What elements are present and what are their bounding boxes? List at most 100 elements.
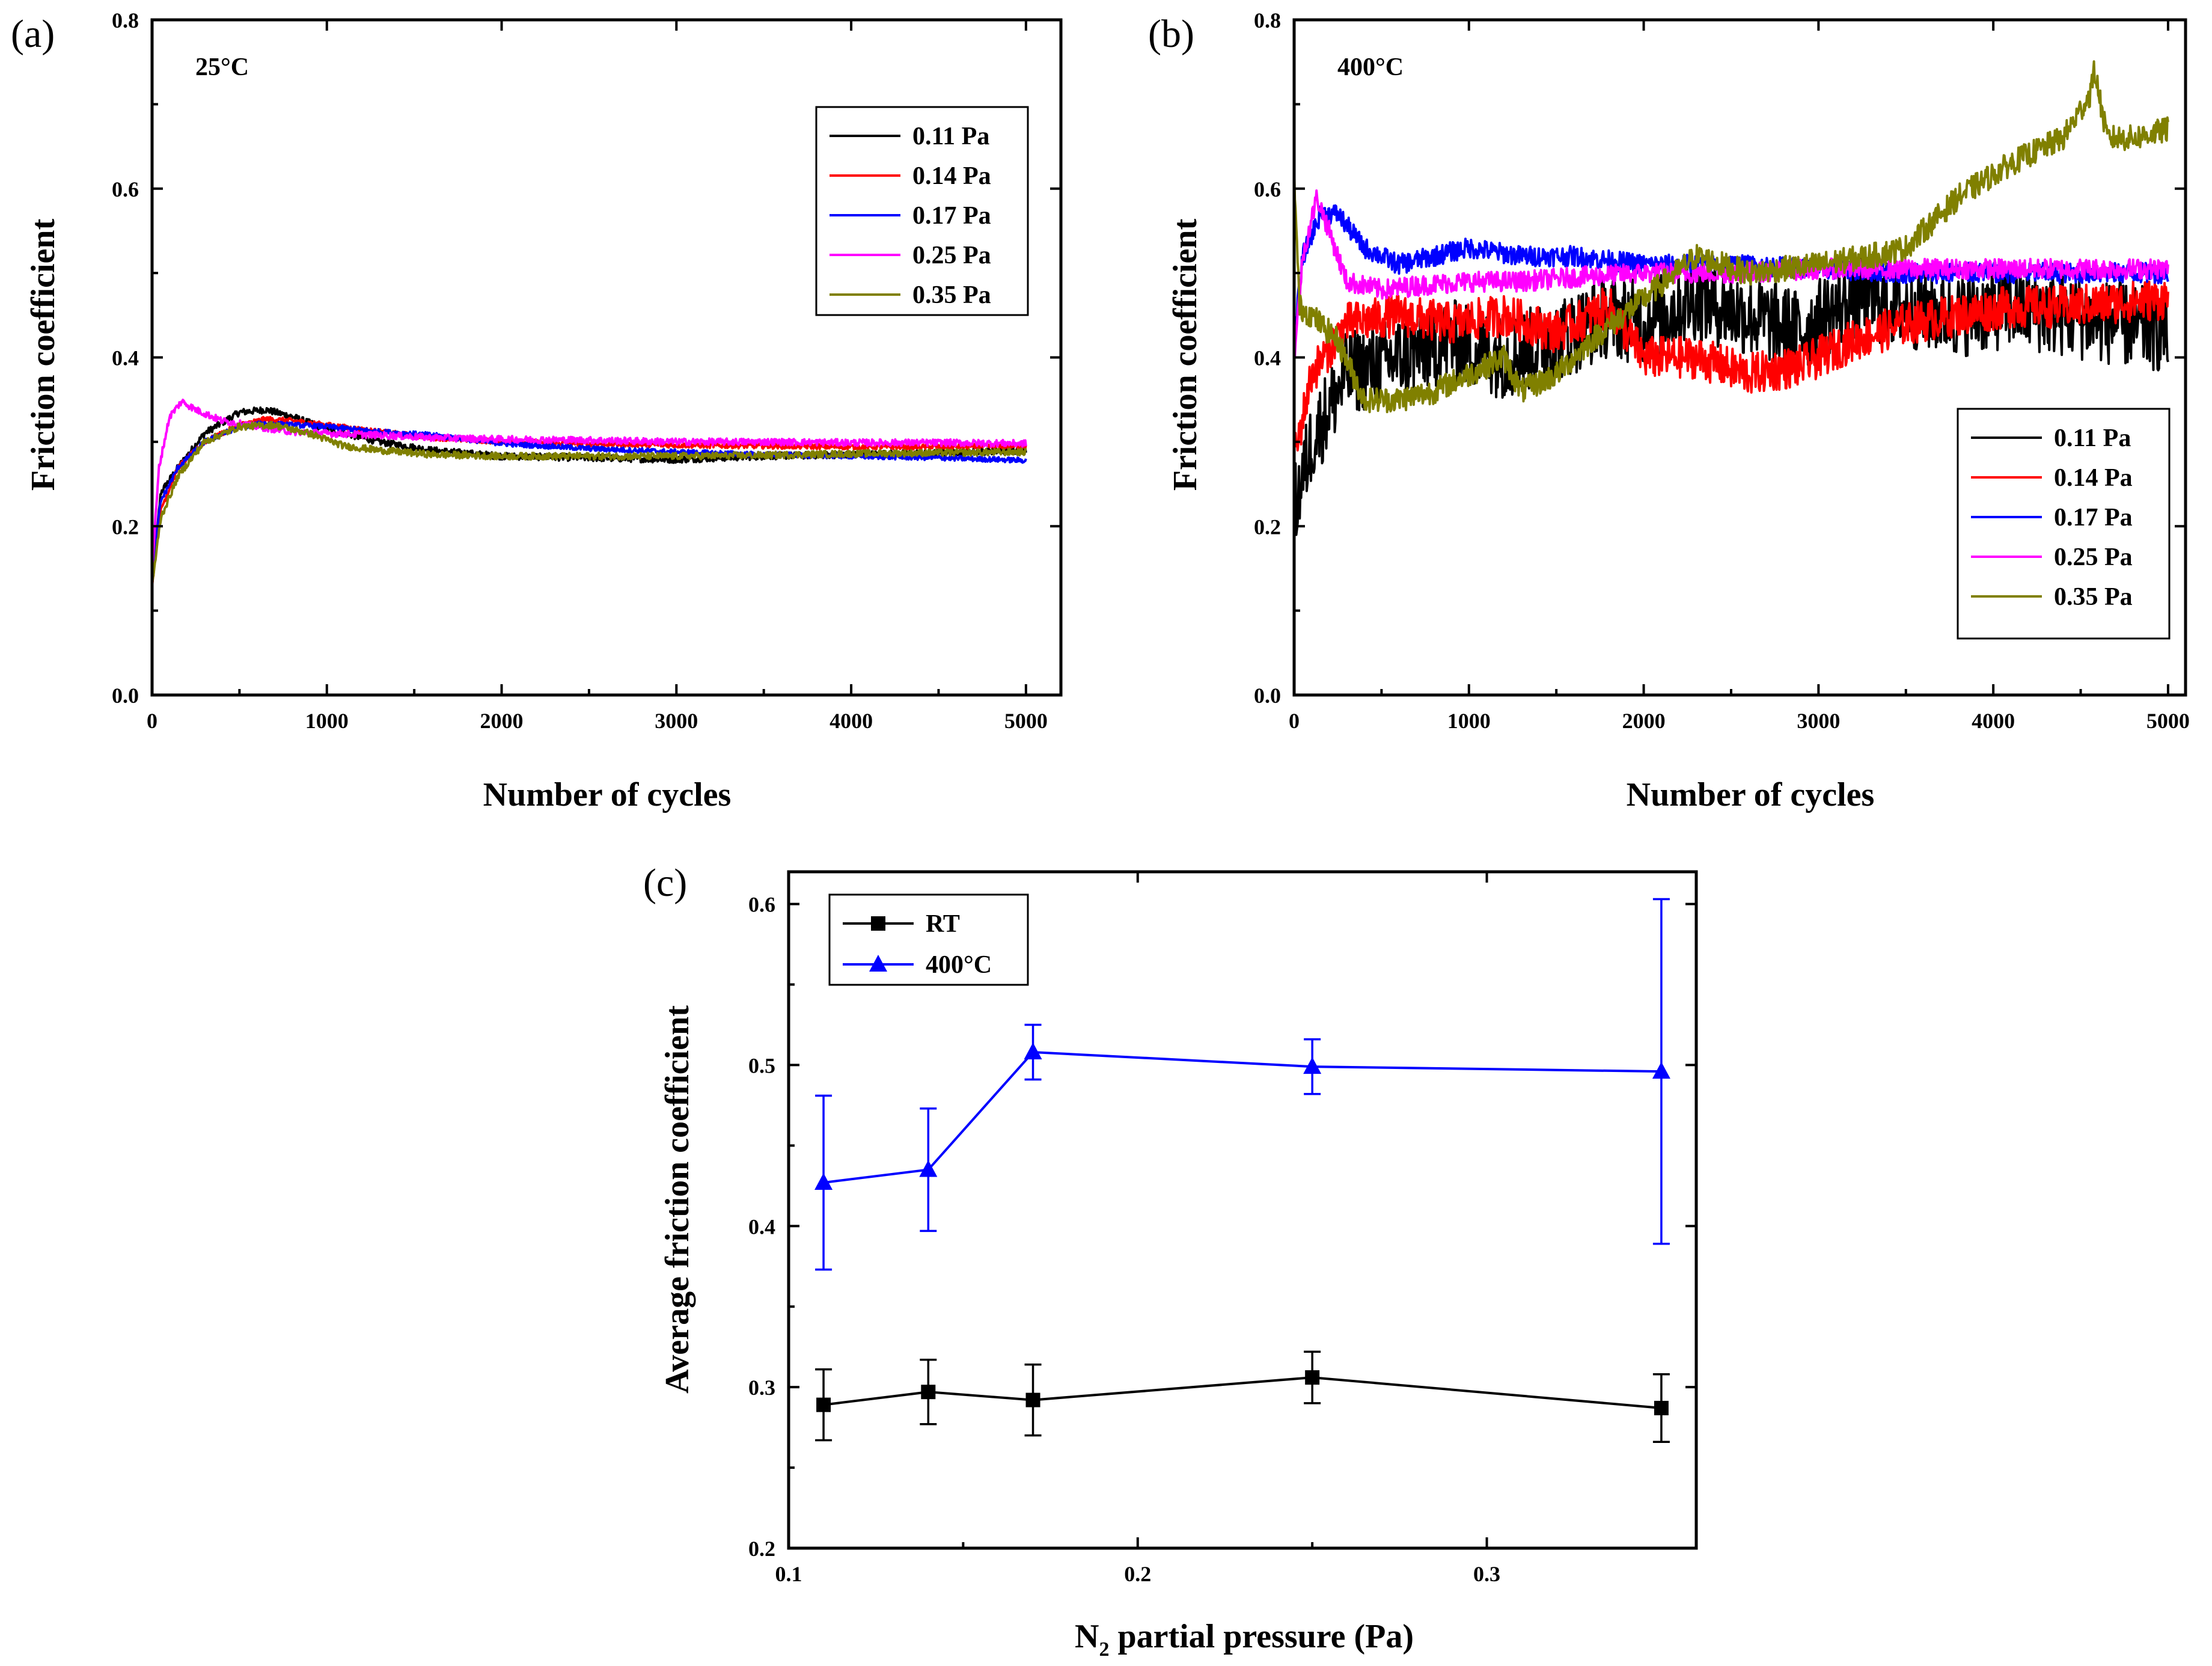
panel-c-x-axis-title-rest: partial pressure (Pa) — [1109, 1618, 1414, 1655]
series-line-0-11-pa — [151, 406, 1027, 585]
panel-b-plot-area: 0 1000 2000 3000 4000 5000 0.0 0.2 0.4 0.6 0.8 0.11… — [1254, 8, 2190, 733]
panel-b-temperature-annotation: 400°C — [1337, 54, 1404, 81]
x-tick-label: 0.3 — [1473, 1562, 1500, 1586]
y-tick-label: 0.2 — [748, 1537, 775, 1561]
y-tick-label: 0.6 — [112, 177, 139, 201]
legend-item: RT — [843, 910, 960, 938]
series-line-0-14-pa — [151, 415, 1027, 588]
data-point-square — [1305, 1370, 1320, 1385]
series-line-0-35-pa — [1293, 60, 2169, 414]
series-line-0-35-pa — [151, 421, 1027, 586]
axes-frame — [787, 870, 1698, 1550]
panel-b-series-group — [1293, 60, 2169, 536]
legend-label: 0.25 Pa — [2054, 544, 2133, 571]
legend: RT 400°C — [828, 893, 1029, 986]
x-tick-label: 3000 — [655, 709, 698, 733]
x-tick-label: 2000 — [480, 709, 524, 733]
legend-item: 0.11 Pa — [1971, 424, 2131, 452]
panel-c-x-axis-title: N2 partial pressure (Pa) — [1075, 1618, 1414, 1661]
legend-item: 0.14 Pa — [1971, 464, 2133, 492]
panel-a-y-axis-title: Friction coefficient — [25, 218, 62, 491]
legend-box — [1957, 408, 2171, 640]
panel-b-y-axis-title: Friction coefficient — [1167, 218, 1204, 491]
data-point-triangle — [814, 1172, 833, 1190]
legend-label: 0.35 Pa — [2054, 583, 2133, 611]
y-tick-label: 0.8 — [1254, 8, 1281, 32]
series-400c — [814, 898, 1670, 1271]
legend-box — [828, 893, 1029, 986]
legend-item: 0.25 Pa — [1971, 544, 2133, 571]
panel-a-plot-area: 0 1000 2000 3000 4000 5000 0.0 0.2 0.4 0.6 0.8 0.11… — [112, 8, 1063, 733]
panel-b-x-axis-title: Number of cycles — [1627, 776, 1875, 813]
legend-label: 0.14 Pa — [2054, 464, 2133, 492]
y-tick-label: 0.4 — [1254, 346, 1281, 370]
legend-marker-square — [871, 916, 885, 931]
legend-label: 0.35 Pa — [912, 281, 991, 309]
x-tick-label: 5000 — [2146, 709, 2190, 733]
panel-a-x-axis-title: Number of cycles — [483, 776, 732, 813]
legend-label: 0.14 Pa — [912, 162, 991, 190]
series-line-0-17-pa — [151, 420, 1027, 567]
series-line — [823, 1050, 1661, 1184]
y-tick-label: 0.0 — [1254, 684, 1281, 708]
data-point-triangle — [1024, 1043, 1042, 1059]
legend-item: 0.35 Pa — [830, 281, 991, 309]
x-tick-label: 4000 — [830, 709, 873, 733]
legend-item: 0.17 Pa — [1971, 504, 2133, 531]
data-point-square — [921, 1385, 936, 1400]
panel-b: (b) 400°C 0 1000 2000 3000 4000 5000 0.0 0.2 0.4… — [1148, 8, 2190, 813]
legend-label: 400°C — [926, 951, 992, 979]
y-tick-label: 0.6 — [748, 893, 775, 917]
panel-a-temperature-annotation: 25°C — [195, 54, 249, 81]
x-tick-label: 1000 — [305, 709, 349, 733]
panel-c-x-axis-title-main: N — [1075, 1618, 1099, 1655]
legend-item: 0.14 Pa — [830, 162, 991, 190]
x-tick-label: 4000 — [1972, 709, 2015, 733]
legend-item: 0.17 Pa — [830, 202, 991, 230]
legend: 0.11 Pa 0.14 Pa 0.17 Pa 0.25 Pa 0.35 Pa — [1957, 408, 2171, 640]
legend-item: 0.35 Pa — [1971, 583, 2133, 611]
legend-item: 400°C — [843, 951, 992, 979]
y-tick-label: 0.2 — [112, 515, 139, 539]
data-point-square — [1654, 1400, 1669, 1415]
x-tick-label: 5000 — [1004, 709, 1048, 733]
series-line — [823, 1376, 1662, 1409]
panel-c-y-axis-title: Average friction coefficient — [659, 1005, 696, 1394]
y-tick-label: 0.0 — [112, 684, 139, 708]
panel-c-x-axis-title-subscript: 2 — [1099, 1638, 1109, 1661]
y-tick-label: 0.2 — [1254, 515, 1281, 539]
data-point-square — [1025, 1392, 1040, 1407]
y-tick-label: 0.4 — [748, 1214, 775, 1239]
x-tick-label: 0 — [1289, 709, 1300, 733]
legend-label: 0.17 Pa — [2054, 504, 2133, 531]
y-tick-label: 0.4 — [112, 346, 139, 370]
panel-b-label: (b) — [1148, 12, 1194, 56]
legend-marker-triangle — [869, 955, 887, 972]
y-tick-label: 0.6 — [1254, 177, 1281, 201]
series-rt — [815, 1350, 1670, 1443]
panel-a-series-group — [151, 399, 1027, 588]
panel-c-label: (c) — [643, 861, 687, 905]
legend-item: 0.11 Pa — [830, 123, 989, 150]
x-tick-label: 3000 — [1797, 709, 1840, 733]
x-tick-label: 1000 — [1447, 709, 1491, 733]
legend-label: RT — [926, 910, 960, 938]
data-point-triangle — [919, 1160, 938, 1177]
panel-a: (a) 25°C 0 1000 2000 3000 4000 50000.00.20.40… — [11, 8, 1063, 813]
legend-item: 0.25 Pa — [830, 242, 991, 269]
legend-label: 0.11 Pa — [2054, 424, 2131, 452]
data-point-square — [816, 1397, 831, 1412]
y-tick-label: 0.5 — [748, 1053, 775, 1077]
legend: 0.11 Pa 0.14 Pa 0.17 Pa 0.25 Pa 0.35 Pa — [815, 106, 1029, 316]
legend-box — [815, 106, 1029, 316]
legend-label: 0.17 Pa — [912, 202, 991, 230]
panel-c-series-group — [814, 898, 1670, 1443]
series-line-0-14-pa — [1293, 280, 2169, 452]
x-tick-label: 2000 — [1622, 709, 1666, 733]
y-tick-label: 0.8 — [112, 8, 139, 32]
x-tick-label: 0.1 — [775, 1562, 802, 1586]
panel-a-label: (a) — [11, 12, 55, 56]
